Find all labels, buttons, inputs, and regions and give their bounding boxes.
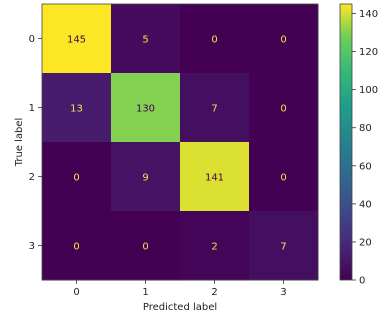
y-tick-label: 2 [29, 172, 35, 183]
colorbar-ticks: 0 20 40 60 80 100 120 140 [352, 9, 378, 287]
y-axis-ticks: 0 1 2 3 [29, 34, 42, 252]
cell-value-label: 0 [280, 173, 286, 184]
x-tick-label: 2 [211, 287, 217, 298]
heatmap-cell [180, 142, 250, 212]
cell-value-label: 0 [73, 242, 79, 253]
x-axis-label: Predicted label [143, 302, 217, 313]
cell-value-label: 5 [142, 35, 148, 46]
colorbar-tick-label: 100 [359, 85, 378, 96]
cell-value-label: 130 [136, 104, 155, 115]
heatmap-cell [249, 211, 319, 281]
heatmap-cells: 145 5 0 0 13 130 7 0 0 9 141 0 0 0 2 7 [42, 4, 319, 281]
colorbar-tick-label: 20 [359, 237, 372, 248]
cell-value-label: 0 [280, 104, 286, 115]
heatmap-cell [180, 73, 250, 143]
heatmap-cell [249, 73, 319, 143]
plot-frame [41, 3, 319, 281]
heatmap-cell [42, 142, 112, 212]
colorbar-tick-label: 60 [359, 161, 372, 172]
cell-value-label: 7 [280, 242, 286, 253]
colorbar-tick-label: 80 [359, 123, 372, 134]
x-tick-label: 1 [142, 287, 148, 298]
y-axis-label: True label [14, 118, 25, 168]
x-tick-label: 3 [280, 287, 286, 298]
cell-value-label: 0 [211, 35, 217, 46]
colorbar-tick-label: 0 [359, 276, 365, 287]
colorbar-tick-label: 120 [359, 47, 378, 58]
heatmap-cell [111, 142, 181, 212]
heatmap-cell [111, 4, 181, 74]
cell-value-label: 145 [67, 35, 86, 46]
x-axis-ticks: 0 1 2 3 [73, 280, 287, 298]
y-tick-label: 0 [29, 34, 35, 45]
heatmap-cell [180, 211, 250, 281]
cell-value-label: 0 [280, 35, 286, 46]
x-tick-label: 0 [73, 287, 79, 298]
cell-value-label: 2 [211, 242, 217, 253]
cell-value-label: 13 [70, 104, 83, 115]
y-tick-label: 1 [29, 103, 35, 114]
heatmap-cell [249, 142, 319, 212]
cell-value-label: 0 [73, 173, 79, 184]
heatmap-cell [111, 73, 181, 143]
colorbar [339, 3, 353, 281]
cell-value-label: 0 [142, 242, 148, 253]
cell-value-label: 9 [142, 173, 148, 184]
cell-value-label: 141 [205, 173, 224, 184]
heatmap-cell [42, 4, 112, 74]
y-tick-label: 3 [29, 241, 35, 252]
heatmap-cell [111, 211, 181, 281]
colorbar-tick-label: 40 [359, 199, 372, 210]
heatmap-cell [249, 4, 319, 74]
heatmap-cell [42, 211, 112, 281]
colorbar-tick-label: 140 [359, 9, 378, 20]
heatmap-cell [180, 4, 250, 74]
cell-value-label: 7 [211, 104, 217, 115]
heatmap-cell [42, 73, 112, 143]
